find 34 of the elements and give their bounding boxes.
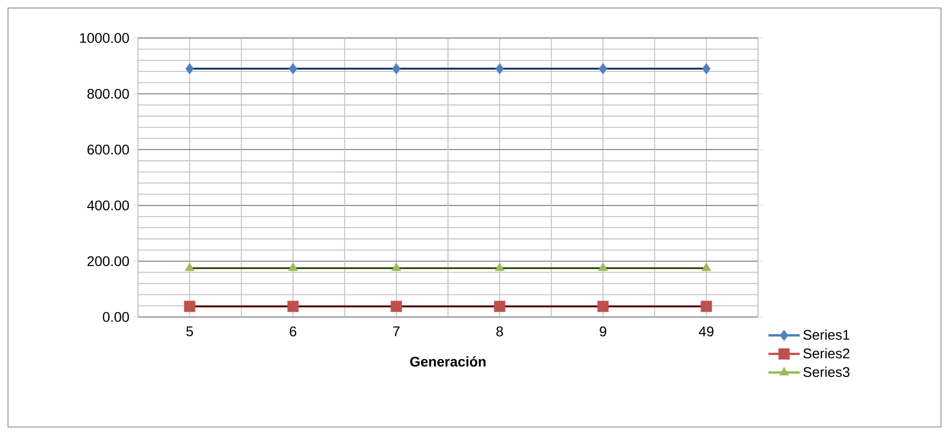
point: [494, 300, 506, 312]
point: [390, 300, 402, 312]
x-tick-label: 8: [496, 326, 503, 336]
legend-label: Series1: [803, 330, 850, 340]
point: [494, 262, 505, 272]
x-tick-label: 6: [290, 326, 296, 336]
point: [392, 63, 401, 74]
point: [495, 63, 504, 74]
x-tick-label: 5: [186, 326, 193, 336]
y-tick-label: 200.00: [88, 256, 129, 266]
point: [597, 300, 609, 312]
y-tick-label: 600.00: [88, 144, 129, 155]
x-tick-label: 7: [393, 326, 400, 336]
point: [185, 63, 194, 74]
x-axis-title: Generación: [410, 356, 486, 367]
y-tick-label: 800.00: [87, 88, 129, 99]
point: [598, 63, 608, 74]
point: [288, 262, 298, 272]
x-tick-label: 9: [600, 326, 606, 336]
point: [700, 300, 712, 312]
point: [184, 262, 195, 272]
point: [391, 262, 402, 272]
y-tick-label: 400.00: [87, 200, 129, 210]
point: [702, 63, 711, 74]
y-tick-label: 1000.00: [80, 33, 129, 43]
point: [288, 63, 298, 74]
point: [701, 262, 712, 272]
point: [287, 300, 299, 312]
legend-label: Series2: [803, 348, 850, 358]
point: [598, 262, 608, 272]
point: [184, 300, 196, 312]
legend-label: Series3: [803, 366, 850, 377]
x-tick-label: 49: [698, 326, 714, 336]
y-tick-label: 0.00: [102, 312, 129, 322]
